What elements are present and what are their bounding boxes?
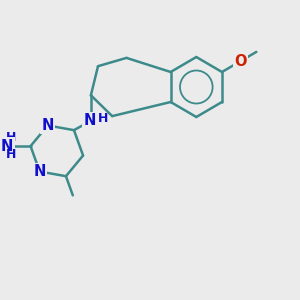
Text: H: H: [6, 131, 16, 144]
Text: H: H: [98, 112, 109, 125]
Text: N: N: [1, 139, 13, 154]
Text: N: N: [34, 164, 46, 179]
Text: H: H: [6, 148, 16, 161]
Text: N: N: [83, 113, 96, 128]
Text: O: O: [234, 54, 247, 69]
Text: N: N: [41, 118, 54, 133]
